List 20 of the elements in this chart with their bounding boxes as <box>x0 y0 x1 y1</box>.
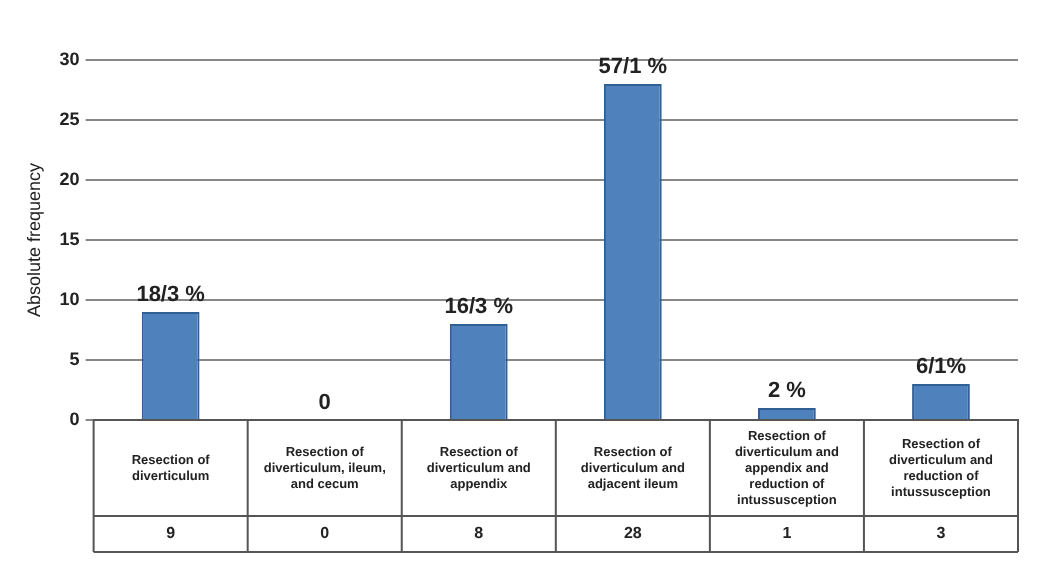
y-axis-title: Absolute frequency <box>23 161 44 318</box>
data-label: 0 <box>320 524 331 543</box>
y-tick-label: 20 <box>59 168 80 189</box>
annotation: 6/1% <box>915 355 967 380</box>
y-tick-label: 30 <box>59 48 80 69</box>
annotation: 57/1 % <box>598 55 668 80</box>
y-tick-label: 25 <box>59 108 80 129</box>
y-tick-label: 0 <box>69 408 80 429</box>
data-label: 1 <box>782 524 793 543</box>
data-label: 28 <box>623 524 643 543</box>
y-tick-label: 5 <box>69 348 80 369</box>
data-label: 8 <box>474 524 485 543</box>
data-label: 9 <box>166 524 177 543</box>
annotation: 16/3 % <box>444 295 514 320</box>
data-label: 3 <box>936 524 947 543</box>
annotation: 0 <box>318 391 331 416</box>
y-tick-label: 10 <box>59 288 80 309</box>
y-tick-label: 15 <box>59 228 80 249</box>
annotation: 2 % <box>767 379 807 404</box>
annotation: 18/3 % <box>136 283 206 308</box>
